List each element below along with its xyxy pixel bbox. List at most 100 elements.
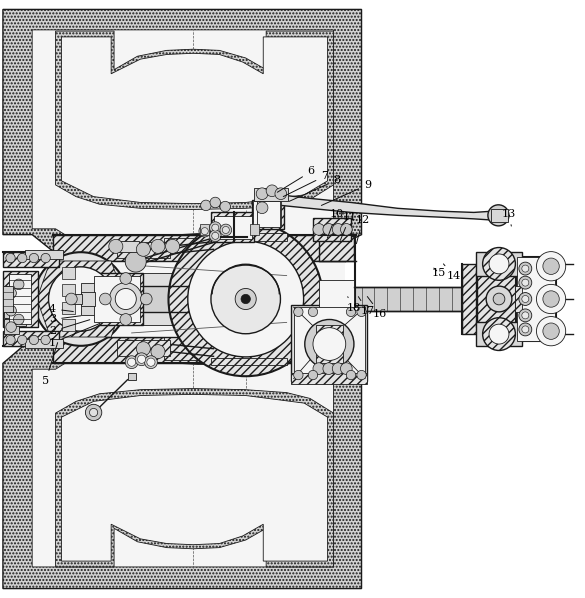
Circle shape	[522, 265, 529, 272]
Bar	[25, 339, 63, 347]
Polygon shape	[37, 261, 125, 337]
Circle shape	[266, 185, 278, 197]
Bar	[94, 276, 140, 322]
Text: 10: 10	[328, 209, 343, 238]
Circle shape	[313, 328, 346, 361]
Circle shape	[13, 279, 24, 289]
Text: 8: 8	[289, 175, 340, 202]
Bar	[319, 236, 354, 261]
Circle shape	[120, 273, 132, 285]
Circle shape	[536, 285, 566, 313]
Circle shape	[543, 323, 559, 340]
Bar	[164, 237, 281, 261]
Polygon shape	[56, 389, 333, 567]
Circle shape	[536, 252, 566, 281]
Circle shape	[109, 283, 142, 315]
Text: 16: 16	[367, 297, 387, 319]
Bar	[81, 292, 95, 306]
Bar	[9, 274, 31, 324]
Circle shape	[357, 370, 366, 380]
Polygon shape	[32, 30, 333, 245]
Text: 13: 13	[502, 209, 516, 226]
Circle shape	[209, 222, 221, 233]
Bar	[313, 218, 351, 240]
Circle shape	[212, 224, 219, 231]
Bar	[291, 305, 367, 381]
Circle shape	[256, 202, 268, 213]
Circle shape	[136, 242, 150, 257]
Text: 6: 6	[277, 166, 315, 192]
Circle shape	[144, 356, 157, 368]
Bar	[4, 286, 19, 300]
Circle shape	[210, 197, 221, 208]
Circle shape	[313, 363, 325, 374]
Bar	[4, 303, 19, 318]
Bar	[3, 271, 38, 327]
Bar	[91, 286, 290, 312]
Circle shape	[85, 404, 102, 420]
Text: 14: 14	[443, 264, 460, 280]
Bar	[11, 312, 26, 327]
Circle shape	[519, 323, 532, 336]
Bar	[515, 286, 522, 312]
Circle shape	[137, 355, 146, 364]
Polygon shape	[61, 37, 328, 204]
Circle shape	[220, 202, 230, 212]
Circle shape	[357, 307, 366, 316]
Bar	[117, 242, 170, 258]
Bar	[214, 216, 252, 239]
Bar	[91, 273, 143, 325]
Bar	[211, 233, 287, 240]
Bar	[516, 257, 556, 341]
Circle shape	[125, 251, 146, 272]
Bar	[71, 294, 82, 304]
Bar	[3, 286, 13, 312]
Circle shape	[6, 288, 16, 298]
Bar	[316, 325, 343, 364]
Circle shape	[115, 288, 136, 310]
Circle shape	[209, 230, 221, 242]
Text: 4: 4	[49, 304, 73, 314]
Text: 1: 1	[49, 324, 100, 348]
Circle shape	[483, 318, 515, 350]
Circle shape	[483, 248, 515, 280]
Bar	[252, 200, 284, 229]
Bar	[164, 337, 281, 361]
Bar	[211, 212, 254, 242]
Circle shape	[166, 239, 180, 254]
Bar	[491, 209, 508, 222]
Circle shape	[332, 224, 344, 235]
Circle shape	[109, 239, 123, 254]
Bar	[253, 202, 281, 227]
Text: 9: 9	[321, 180, 371, 206]
Text: 5: 5	[42, 343, 58, 386]
Circle shape	[519, 276, 532, 289]
Circle shape	[522, 279, 529, 286]
Circle shape	[222, 227, 229, 233]
Circle shape	[489, 324, 509, 344]
Circle shape	[543, 258, 559, 274]
Circle shape	[41, 254, 50, 263]
Circle shape	[151, 239, 165, 254]
Bar	[62, 267, 75, 279]
Bar	[476, 322, 522, 346]
Circle shape	[519, 292, 532, 306]
Circle shape	[120, 313, 132, 325]
Circle shape	[201, 200, 211, 210]
Polygon shape	[3, 10, 362, 255]
Circle shape	[489, 254, 509, 274]
Circle shape	[536, 316, 566, 346]
Circle shape	[519, 309, 532, 322]
Circle shape	[305, 319, 354, 368]
Circle shape	[34, 252, 128, 346]
Circle shape	[332, 363, 344, 374]
Circle shape	[13, 314, 24, 325]
Polygon shape	[61, 394, 328, 561]
Text: 2: 2	[49, 320, 90, 336]
Circle shape	[313, 224, 325, 235]
Circle shape	[519, 262, 532, 275]
Bar	[81, 283, 130, 315]
Text: 12: 12	[356, 215, 370, 243]
Circle shape	[128, 358, 136, 366]
Bar	[476, 252, 522, 276]
